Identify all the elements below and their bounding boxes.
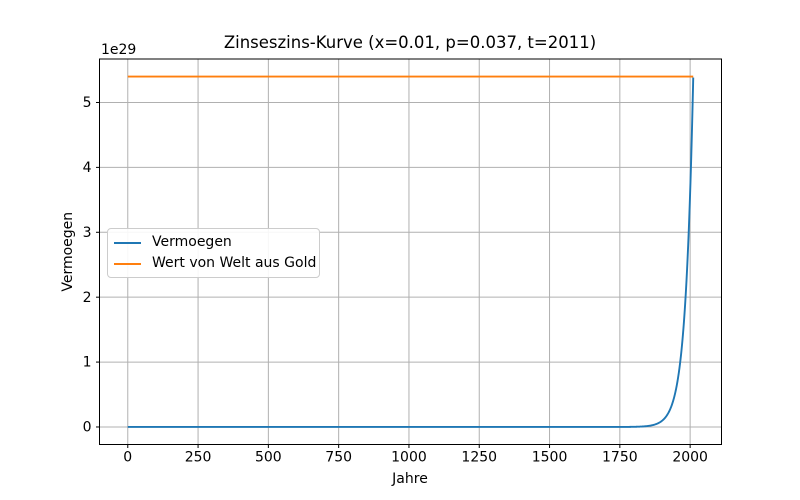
x-tick-label: 500 [255,450,282,466]
legend-line-sample-icon [114,241,141,244]
y-tick-label: 2 [83,290,92,306]
tick-labels: 0 250 500 750 1000 1250 1500 1750 2000 0 1 2 3 4 5 [83,95,708,465]
x-tick-label: 250 [185,450,212,466]
y-tick-label: 1 [83,355,92,371]
x-tick-label: 1500 [532,450,568,466]
legend: Vermoegen Wert von Welt aus Gold [107,228,320,278]
x-axis-label: Jahre [391,471,428,487]
legend-label: Wert von Welt aus Gold [152,255,317,271]
series-line-0 [127,77,695,428]
x-tick-label: 1250 [461,450,497,466]
y-tick-label: 4 [83,160,92,176]
series-lines [127,75,695,428]
y-tick-label: 5 [83,95,92,111]
x-tick-label: 2000 [672,450,708,466]
plot-frame [99,58,722,445]
legend-label: Vermoegen [152,234,232,250]
x-tick-label: 1000 [391,450,427,466]
chart-title: Zinseszins-Kurve (x=0.01, p=0.037, t=201… [224,33,596,52]
y-tick-label: 0 [83,420,92,436]
legend-entry: Vermoegen [114,234,311,251]
x-tick-label: 1750 [602,450,638,466]
legend-entry: Wert von Welt aus Gold [114,255,316,272]
y-axis-label: Vermoegen [60,212,76,292]
y-tick-label: 3 [83,225,92,241]
y-offset-label: 1e29 [101,42,136,58]
axis-ticks [96,101,691,448]
legend-line-sample-icon [114,262,141,265]
x-tick-label: 750 [325,450,352,466]
x-tick-label: 0 [123,450,132,466]
